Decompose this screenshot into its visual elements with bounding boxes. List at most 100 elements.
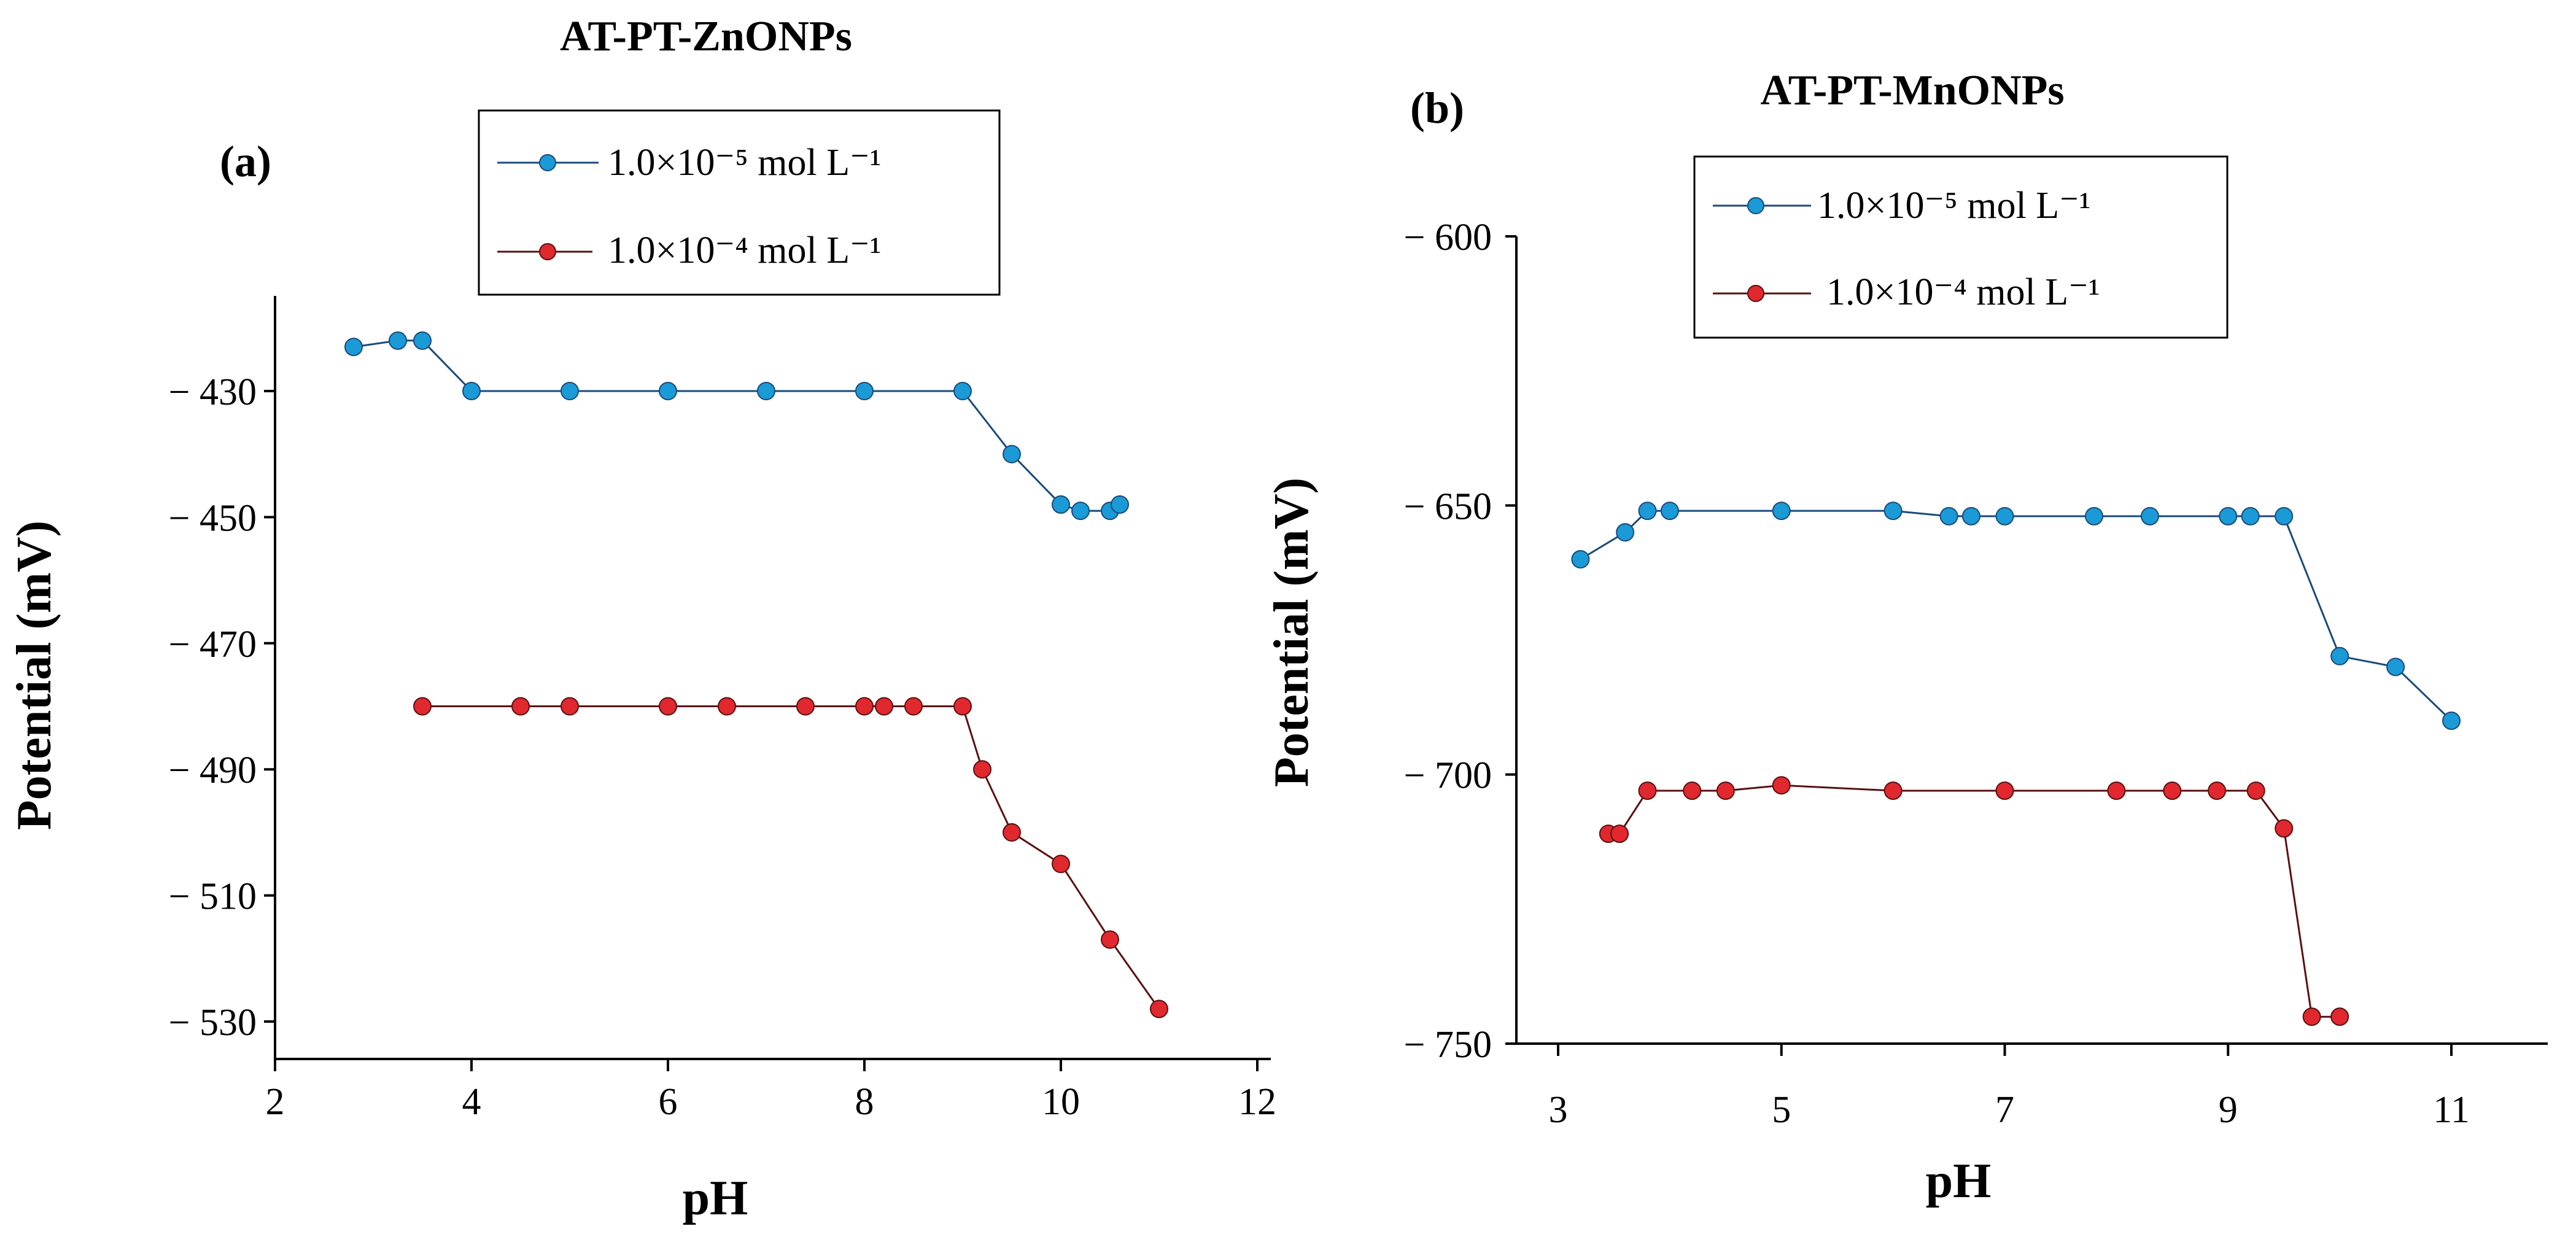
- panel-a-series-blue-point: [1071, 502, 1090, 521]
- panel-b-x-axis-title: pH: [1926, 1154, 1992, 1208]
- panel-a-y-axis-title: Potential (mV): [7, 521, 61, 830]
- panel-a-legend-marker-red: [539, 243, 556, 260]
- panel-b-legend-marker-red: [1747, 285, 1764, 302]
- panel-b-series-blue-point: [2140, 506, 2159, 526]
- panel-a-x-ticks: 2 4 6 8 10 12: [266, 1059, 1276, 1123]
- panel-b-series-red-point: [2246, 781, 2265, 800]
- panel-b-series-red-point: [1683, 781, 1702, 800]
- panel-a-legend: 1.0×10⁻⁵ mol L⁻¹ 1.0×10⁻⁴ mol L⁻¹: [478, 109, 1001, 296]
- panel-a-series-blue-point: [413, 331, 432, 350]
- panel-a-series-red-point: [1052, 855, 1070, 874]
- panel-a-series-red-point: [718, 697, 736, 716]
- panel-a-series-blue-point: [462, 382, 481, 400]
- panel-a-series-blue-point: [344, 338, 363, 357]
- panel-b-y-tick-label: − 600: [1404, 217, 1492, 258]
- panel-a-y-tick-label: − 510: [169, 876, 257, 918]
- panel-a-x-tick-label: 10: [1042, 1081, 1080, 1123]
- panel-a-series: [344, 331, 1168, 1018]
- panel-a-series-blue-point: [389, 331, 407, 350]
- panel-b-series-blue-point: [2219, 506, 2238, 526]
- panel-a-series-red-point: [904, 697, 923, 716]
- panel-a-series-red-point: [973, 760, 991, 779]
- panel-a-x-tick-label: 6: [659, 1081, 678, 1123]
- panel-b-series-blue-point: [1616, 523, 1635, 542]
- panel-b-x-tick-label: 5: [1772, 1089, 1791, 1131]
- panel-a-series-blue-point: [757, 382, 775, 400]
- panel-a-series-red-point: [1150, 999, 1168, 1018]
- panel-a-series-red-point: [953, 697, 972, 716]
- panel-b-series-blue-point: [1571, 550, 1590, 568]
- panel-a-series-red-point: [855, 697, 874, 716]
- panel-b-series: [1571, 502, 2461, 1026]
- panel-b-series-blue-point: [1772, 502, 1791, 521]
- panel-a-series-red-point: [413, 697, 432, 716]
- panel-a-series-red-point: [796, 697, 815, 716]
- panel-a-series-blue-point: [1052, 495, 1070, 514]
- panel-b-series-red-point: [2302, 1007, 2321, 1026]
- panel-b: AT-PT-MnONPs (b) 1.0×10⁻⁵ mol L⁻¹ 1.0×10…: [1265, 67, 2548, 1208]
- panel-b-x-tick-label: 3: [1549, 1089, 1568, 1131]
- panel-a-y-tick-label: − 490: [169, 750, 257, 791]
- panel-a-title: AT-PT-ZnONPs: [560, 13, 852, 60]
- panel-b-y-tick-label: − 750: [1404, 1024, 1492, 1066]
- panel-b-series-blue-point: [1638, 502, 1657, 521]
- panel-b-series-red-point: [2208, 781, 2227, 800]
- panel-a-series-blue-point: [659, 382, 677, 400]
- panel-b-legend-label-blue: 1.0×10⁻⁵ mol L⁻¹: [1817, 185, 2090, 227]
- panel-b-y-tick-label: − 700: [1404, 755, 1492, 797]
- panel-b-label: (b): [1410, 83, 1464, 133]
- panel-b-series-red-point: [1995, 781, 2014, 800]
- panel-b-series-red-point: [1638, 781, 1657, 800]
- panel-b-series-blue-point: [2275, 506, 2294, 526]
- panel-a-series-blue-point: [1003, 444, 1021, 463]
- panel-b-series-blue-point: [1939, 506, 1958, 526]
- panel-a-x-tick-label: 4: [462, 1081, 481, 1123]
- panel-a-label: (a): [220, 137, 271, 186]
- panel-a-legend-marker-blue: [539, 154, 556, 171]
- panel-b-y-axis-title: Potential (mV): [1265, 478, 1319, 787]
- panel-b-y-ticks: − 600 − 650 − 700 − 750: [1404, 217, 1516, 1066]
- panel-a-legend-box: [478, 109, 1001, 296]
- panel-b-x-ticks: 3 5 7 9 11: [1549, 1044, 2470, 1131]
- panel-a-series-red-point: [1003, 823, 1021, 842]
- panel-a-y-tick-label: − 430: [169, 371, 257, 413]
- panel-a-series-blue-point: [1111, 495, 1129, 514]
- panel-b-series-blue-point: [1660, 502, 1679, 521]
- panel-a-legend-label-red: 1.0×10⁻⁴ mol L⁻¹: [608, 230, 881, 271]
- panel-b-legend-box: [1693, 155, 2229, 339]
- panel-b-series-red-point: [1610, 824, 1629, 844]
- panel-b-x-tick-label: 9: [2219, 1089, 2238, 1131]
- panel-a-series-blue-point: [953, 382, 972, 400]
- panel-a-series-red-point: [561, 697, 579, 716]
- panel-b-x-tick-label: 11: [2433, 1089, 2470, 1131]
- panel-a-x-tick-label: 8: [855, 1081, 874, 1123]
- panel-a-series-blue-point: [561, 382, 579, 400]
- panel-b-series-blue-point: [1995, 506, 2014, 526]
- panel-b-series-blue-point: [2330, 646, 2349, 665]
- panel-a-legend-label-blue: 1.0×10⁻⁵ mol L⁻¹: [608, 142, 881, 184]
- panel-a-y-ticks: − 430 − 450 − 470 − 490 − 510 − 530: [169, 371, 275, 1044]
- panel-b-series-blue-point: [1884, 502, 1903, 521]
- panel-b-series-blue-point: [2442, 712, 2461, 730]
- panel-b-legend-label-red: 1.0×10⁻⁴ mol L⁻¹: [1826, 271, 2100, 313]
- panel-a-x-axis-title: pH: [683, 1171, 748, 1225]
- panel-a-series-red-point: [1101, 930, 1119, 949]
- panel-b-series-red-point: [1884, 781, 1903, 800]
- panel-b-series-blue-point: [2241, 506, 2260, 526]
- panel-a-x-tick-label: 12: [1238, 1081, 1276, 1123]
- panel-b-series-red-point: [2163, 781, 2182, 800]
- panel-a-y-tick-label: − 530: [169, 1002, 257, 1044]
- panel-b-x-tick-label: 7: [1995, 1089, 2014, 1131]
- panel-b-series-red-point: [2107, 781, 2126, 800]
- panel-a-x-tick-label: 2: [266, 1081, 285, 1123]
- panel-b-series-blue-point: [2386, 657, 2405, 677]
- panel-a: AT-PT-ZnONPs (a) 1.0×10⁻⁵ mol L⁻¹ 1.0×10…: [7, 13, 1276, 1225]
- panel-b-legend: 1.0×10⁻⁵ mol L⁻¹ 1.0×10⁻⁴ mol L⁻¹: [1693, 155, 2229, 339]
- panel-b-legend-marker-blue: [1747, 197, 1764, 214]
- panel-b-series-blue-point: [1961, 506, 1980, 526]
- panel-b-series-blue-point: [2085, 506, 2103, 526]
- panel-b-y-tick-label: − 650: [1404, 486, 1492, 527]
- panel-b-series-red-point: [1772, 776, 1791, 795]
- panel-a-y-tick-label: − 470: [169, 624, 257, 665]
